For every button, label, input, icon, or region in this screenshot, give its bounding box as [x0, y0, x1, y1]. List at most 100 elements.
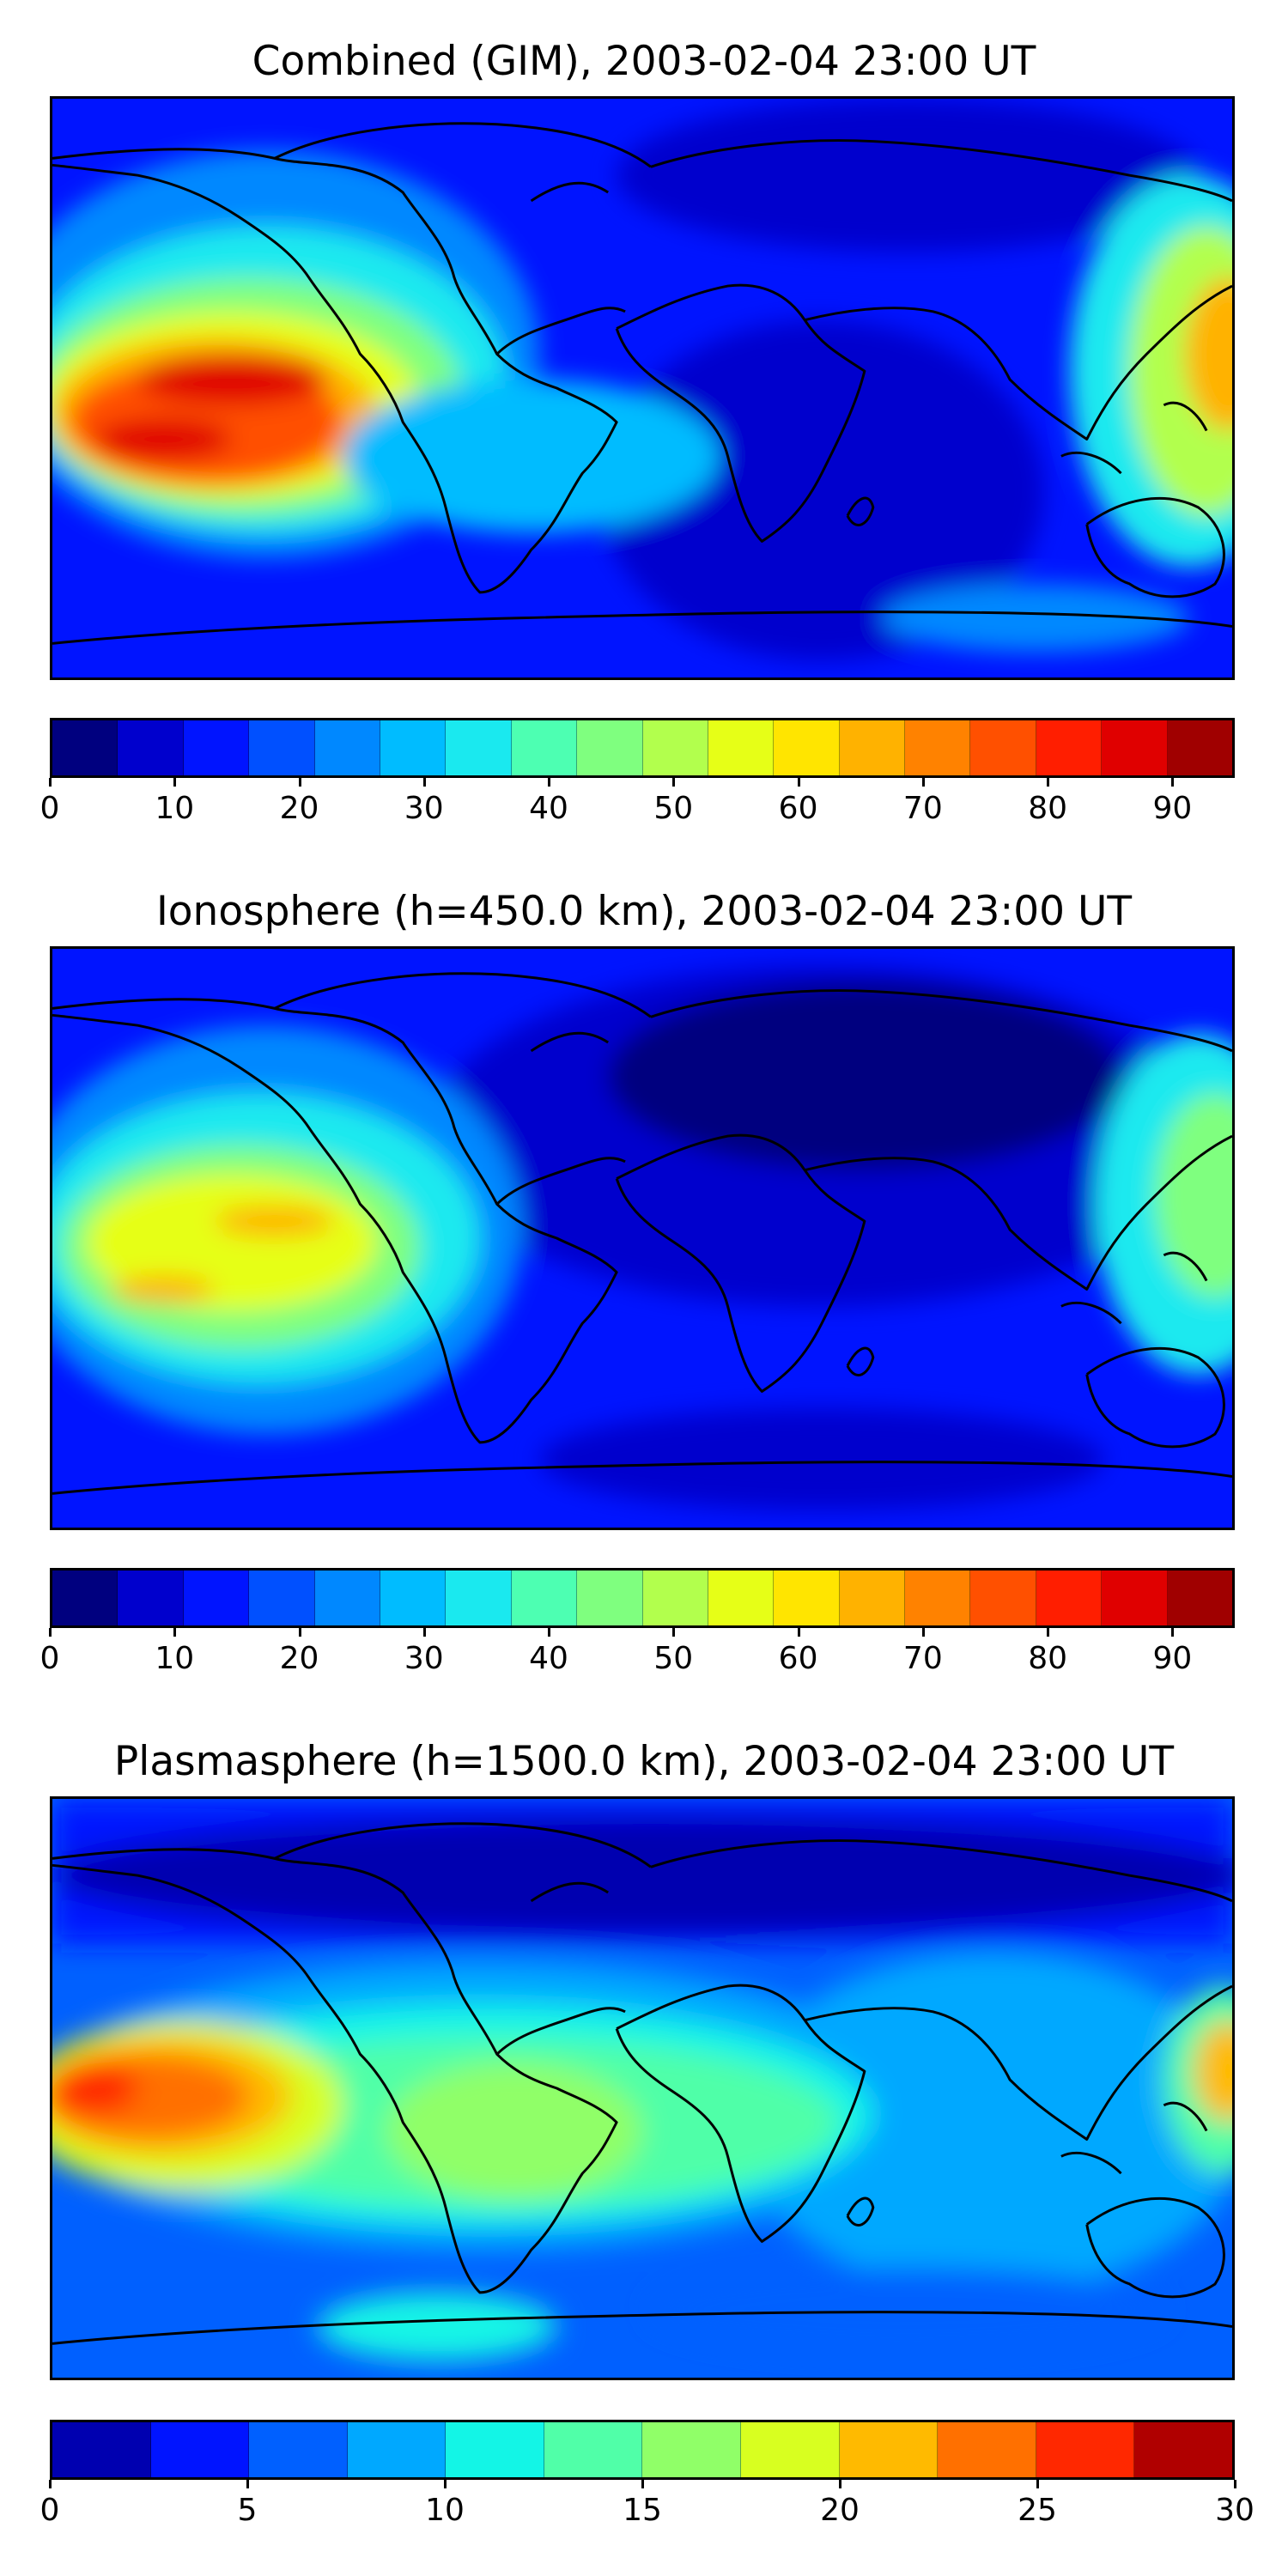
- colorbar-segment: [249, 720, 315, 775]
- colorbar-tick-mark: [49, 2480, 52, 2488]
- panel-3-title: Plasmasphere (h=1500.0 km), 2003-02-04 2…: [113, 1738, 1175, 1785]
- colorbar-tick-label: 90: [1152, 791, 1193, 826]
- colorbar-segment: [183, 1571, 250, 1625]
- colorbar-tick-mark: [298, 1628, 301, 1637]
- colorbar-tick-mark: [422, 778, 426, 787]
- colorbar-segment: [642, 2422, 742, 2477]
- colorbar-segment: [52, 720, 118, 775]
- colorbar-segment: [511, 720, 578, 775]
- colorbar-tick-mark: [49, 778, 52, 787]
- colorbar-tick-label: 5: [237, 2493, 258, 2528]
- colorbar-tick-label: 0: [39, 2493, 60, 2528]
- colorbar-segment: [741, 2422, 840, 2477]
- colorbar-tick-mark: [422, 1628, 426, 1637]
- colorbar-segment: [446, 720, 512, 775]
- colorbar-tick-label: 60: [778, 1641, 818, 1676]
- colorbar-segment: [1167, 1571, 1232, 1625]
- colorbar-segment: [150, 2422, 250, 2477]
- colorbar-segment: [446, 1571, 512, 1625]
- colorbar-tick-mark: [1171, 778, 1175, 787]
- colorbar-segment: [52, 1571, 118, 1625]
- colorbar-segment: [839, 1571, 906, 1625]
- colorbar-segment: [1167, 720, 1232, 775]
- colorbar-tick-mark: [298, 778, 301, 787]
- colorbar-tick-mark: [797, 1628, 800, 1637]
- colorbar-tick-label: 20: [279, 791, 319, 826]
- ionosphere-map: [50, 946, 1235, 1530]
- colorbar-tick-label: 30: [1215, 2493, 1255, 2528]
- colorbar-tick-mark: [1047, 778, 1050, 787]
- colorbar-tick-mark: [444, 2480, 447, 2488]
- plasmasphere-colorbar: [50, 2420, 1235, 2480]
- colorbar-segment: [1036, 720, 1103, 775]
- colorbar-segment: [642, 720, 708, 775]
- combined-colorbar-ticks: 0 10 20 30 40 50 60 70 80 90: [40, 778, 1235, 829]
- colorbar-tick-label: 0: [39, 1641, 60, 1676]
- colorbar-tick-label: 90: [1152, 1641, 1193, 1676]
- colorbar-tick-label: 70: [902, 791, 943, 826]
- colorbar-tick-label: 80: [1028, 791, 1067, 826]
- plasmasphere-contours: [52, 1799, 1232, 2378]
- colorbar-segment: [905, 720, 971, 775]
- ionosphere-colorbar-ticks: 0 10 20 30 40 50 60 70 80 90: [40, 1628, 1235, 1680]
- colorbar-segment: [183, 720, 250, 775]
- panel-1-title: Combined (GIM), 2003-02-04 23:00 UT: [252, 38, 1036, 85]
- colorbar-segment: [938, 2422, 1036, 2477]
- colorbar-tick-label: 80: [1028, 1641, 1067, 1676]
- colorbar-segment: [708, 720, 775, 775]
- colorbar-segment: [511, 1571, 578, 1625]
- colorbar-segment: [380, 720, 447, 775]
- colorbar-tick-label: 60: [778, 791, 818, 826]
- colorbar-tick-mark: [173, 1628, 177, 1637]
- colorbar-tick-mark: [672, 778, 676, 787]
- colorbar-tick-label: 70: [902, 1641, 943, 1676]
- colorbar-tick-label: 20: [279, 1641, 319, 1676]
- colorbar-tick-mark: [548, 778, 551, 787]
- colorbar-tick-label: 15: [623, 2493, 662, 2528]
- colorbar-segment: [52, 2422, 151, 2477]
- colorbar-segment: [970, 720, 1036, 775]
- plasmasphere-map: [50, 1796, 1235, 2380]
- ionosphere-contours: [52, 949, 1232, 1528]
- colorbar-segment: [774, 1571, 840, 1625]
- colorbar-tick-mark: [921, 1628, 925, 1637]
- ionosphere-colorbar: [50, 1568, 1235, 1628]
- colorbar-segment: [839, 720, 906, 775]
- colorbar-tick-mark: [548, 1628, 551, 1637]
- colorbar-segment: [118, 1571, 184, 1625]
- colorbar-tick-mark: [797, 778, 800, 787]
- combined-gim-map: [50, 96, 1235, 680]
- colorbar-segment: [1036, 1571, 1103, 1625]
- colorbar-tick-mark: [641, 2480, 644, 2488]
- colorbar-segment: [970, 1571, 1036, 1625]
- colorbar-segment: [544, 2422, 643, 2477]
- colorbar-segment: [642, 1571, 708, 1625]
- colorbar-segment: [839, 2422, 939, 2477]
- colorbar-tick-label: 30: [404, 1641, 444, 1676]
- colorbar-tick-mark: [246, 2480, 249, 2488]
- colorbar-tick-label: 10: [155, 791, 195, 826]
- colorbar-tick-mark: [1047, 1628, 1050, 1637]
- colorbar-segment: [708, 1571, 775, 1625]
- colorbar-tick-mark: [49, 1628, 52, 1637]
- panel-2-title: Ionosphere (h=450.0 km), 2003-02-04 23:0…: [155, 888, 1133, 935]
- colorbar-tick-label: 0: [39, 791, 60, 826]
- colorbar-tick-label: 40: [529, 1641, 568, 1676]
- colorbar-tick-mark: [173, 778, 177, 787]
- colorbar-segment: [1102, 1571, 1168, 1625]
- colorbar-tick-mark: [839, 2480, 841, 2488]
- combined-gim-contours: [52, 99, 1232, 677]
- colorbar-tick-label: 50: [653, 791, 694, 826]
- colorbar-tick-label: 20: [820, 2493, 860, 2528]
- colorbar-segment: [249, 1571, 315, 1625]
- colorbar-segment: [249, 2422, 348, 2477]
- colorbar-segment: [1036, 2422, 1135, 2477]
- colorbar-tick-label: 25: [1018, 2493, 1057, 2528]
- colorbar-tick-label: 50: [653, 1641, 694, 1676]
- colorbar-segment: [774, 720, 840, 775]
- colorbar-segment: [314, 1571, 380, 1625]
- colorbar-tick-mark: [1234, 2480, 1236, 2488]
- colorbar-segment: [905, 1571, 971, 1625]
- colorbar-tick-mark: [672, 1628, 676, 1637]
- colorbar-tick-mark: [1171, 1628, 1175, 1637]
